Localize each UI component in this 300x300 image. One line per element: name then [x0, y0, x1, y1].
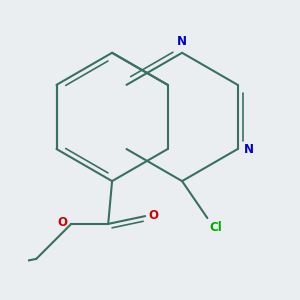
Text: O: O — [58, 216, 68, 230]
Text: O: O — [148, 208, 159, 222]
Text: N: N — [244, 142, 254, 155]
Text: N: N — [177, 35, 187, 48]
Text: Cl: Cl — [209, 221, 222, 234]
